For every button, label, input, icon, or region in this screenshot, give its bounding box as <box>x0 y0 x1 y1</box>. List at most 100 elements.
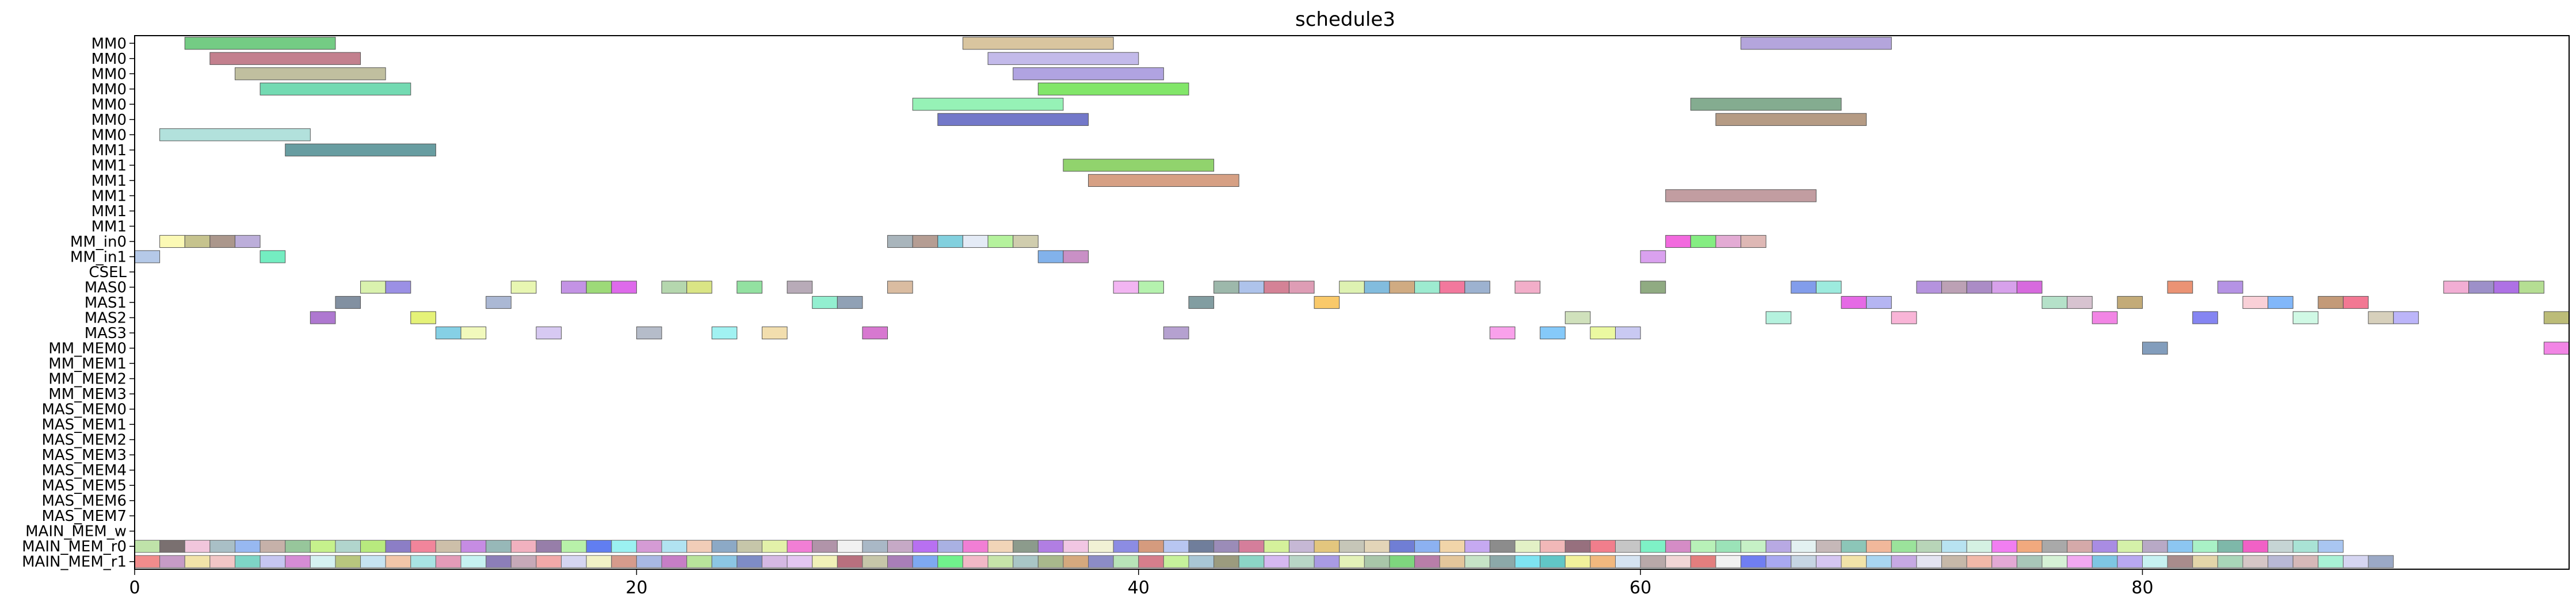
y-tick-label: MM1 <box>91 157 127 174</box>
task-bar <box>1815 281 1842 294</box>
task-bar <box>2518 281 2544 294</box>
main-mem-cell <box>1640 540 1666 553</box>
main-mem-cell <box>259 555 286 568</box>
y-tick-label: MM_MEM1 <box>48 355 127 373</box>
x-tick-label: 0 <box>129 578 140 598</box>
main-mem-cell <box>1389 540 1415 553</box>
main-mem-cell <box>2041 540 2068 553</box>
main-mem-cell <box>586 540 612 553</box>
task-bar <box>1966 281 1993 294</box>
main-mem-cell <box>686 540 712 553</box>
main-mem-bars <box>134 540 2394 568</box>
main-mem-cell <box>134 555 161 568</box>
y-tick-label: MAS_MEM7 <box>41 508 127 525</box>
main-mem-cell <box>1063 555 1089 568</box>
y-tick-label: MAS_MEM5 <box>41 477 127 494</box>
main-mem-cell <box>937 555 963 568</box>
task-bar <box>2443 281 2470 294</box>
main-mem-cell <box>1891 540 1917 553</box>
main-mem-cell <box>1916 540 1943 553</box>
main-mem-cell <box>1690 555 1716 568</box>
task-bar <box>2192 311 2218 324</box>
task-bar <box>1514 281 1541 294</box>
task-bar <box>1088 174 1239 187</box>
main-mem-cell <box>1514 555 1541 568</box>
task-bar <box>259 82 411 95</box>
task-bar <box>2318 296 2344 309</box>
main-mem-cell <box>2318 540 2344 553</box>
task-bar <box>234 235 261 248</box>
main-mem-cell <box>761 540 788 553</box>
main-mem-cell <box>385 540 411 553</box>
main-mem-cell <box>1339 540 1365 553</box>
main-mem-cell <box>1138 555 1164 568</box>
x-tick-label: 40 <box>1128 578 1150 598</box>
task-bar <box>159 128 311 141</box>
main-mem-cell <box>1489 540 1516 553</box>
main-mem-cell <box>636 540 662 553</box>
task-bar <box>536 326 562 340</box>
y-tick-label: MM_MEM0 <box>48 340 127 358</box>
task-bar <box>937 113 1089 126</box>
main-mem-cell <box>2092 540 2118 553</box>
main-mem-cell <box>1765 555 1792 568</box>
main-mem-cell <box>1188 540 1215 553</box>
task-bar <box>209 235 235 248</box>
y-tick-label: MM_MEM3 <box>48 386 127 403</box>
main-mem-cell <box>2041 555 2068 568</box>
main-mem-cell <box>711 555 738 568</box>
main-mem-cell <box>2167 540 2193 553</box>
task-bar <box>1991 281 2017 294</box>
task-bar <box>636 326 662 340</box>
y-tick-label: MM_in0 <box>70 233 127 251</box>
main-mem-cell <box>686 555 712 568</box>
task-bar <box>1916 281 1943 294</box>
main-mem-cell <box>1314 555 1340 568</box>
y-tick-label: MAS_MEM1 <box>41 416 127 434</box>
main-mem-cell <box>1163 555 1189 568</box>
main-mem-cell <box>736 540 762 553</box>
task-bar <box>2268 296 2293 309</box>
main-mem-cell <box>1791 540 1816 553</box>
main-mem-cell <box>209 555 235 568</box>
y-tick-label: MM0 <box>91 81 127 98</box>
main-mem-cell <box>1665 555 1691 568</box>
main-mem-cell <box>2292 555 2319 568</box>
main-mem-cell <box>234 540 261 553</box>
main-mem-cell <box>1063 540 1089 553</box>
y-tick-label: MM1 <box>91 142 127 159</box>
main-mem-cell <box>510 540 537 553</box>
main-mem-cell <box>2318 555 2344 568</box>
main-mem-cell <box>1464 540 1490 553</box>
task-bar <box>1364 281 1390 294</box>
task-bar <box>1941 281 1967 294</box>
main-mem-cell <box>1991 540 2017 553</box>
main-mem-cell <box>310 540 336 553</box>
main-mem-cell <box>1564 540 1591 553</box>
main-mem-cell <box>1941 555 1967 568</box>
task-bar <box>1314 296 1340 309</box>
task-bar <box>2041 296 2068 309</box>
main-mem-cell <box>2242 555 2269 568</box>
task-bar <box>1715 113 1867 126</box>
task-bar <box>912 98 1064 111</box>
task-bar <box>1615 326 1641 340</box>
y-tick-label: MAS2 <box>85 310 127 327</box>
main-mem-cell <box>837 540 863 553</box>
main-mem-cell <box>1841 555 1867 568</box>
main-mem-cell <box>1791 555 1816 568</box>
main-mem-cell <box>711 540 738 553</box>
y-tick-label: MM1 <box>91 187 127 205</box>
main-mem-cell <box>410 540 436 553</box>
main-mem-cell <box>1665 540 1691 553</box>
main-mem-cell <box>1364 555 1390 568</box>
main-mem-cell <box>1439 555 1466 568</box>
main-mem-cell <box>2217 555 2243 568</box>
task-bar <box>1765 311 1792 324</box>
main-mem-cell <box>1288 540 1315 553</box>
main-mem-cell <box>761 555 788 568</box>
main-mem-cell <box>1615 540 1641 553</box>
y-tick-label: MM1 <box>91 203 127 220</box>
main-mem-cell <box>536 555 562 568</box>
main-mem-cell <box>1389 555 1415 568</box>
